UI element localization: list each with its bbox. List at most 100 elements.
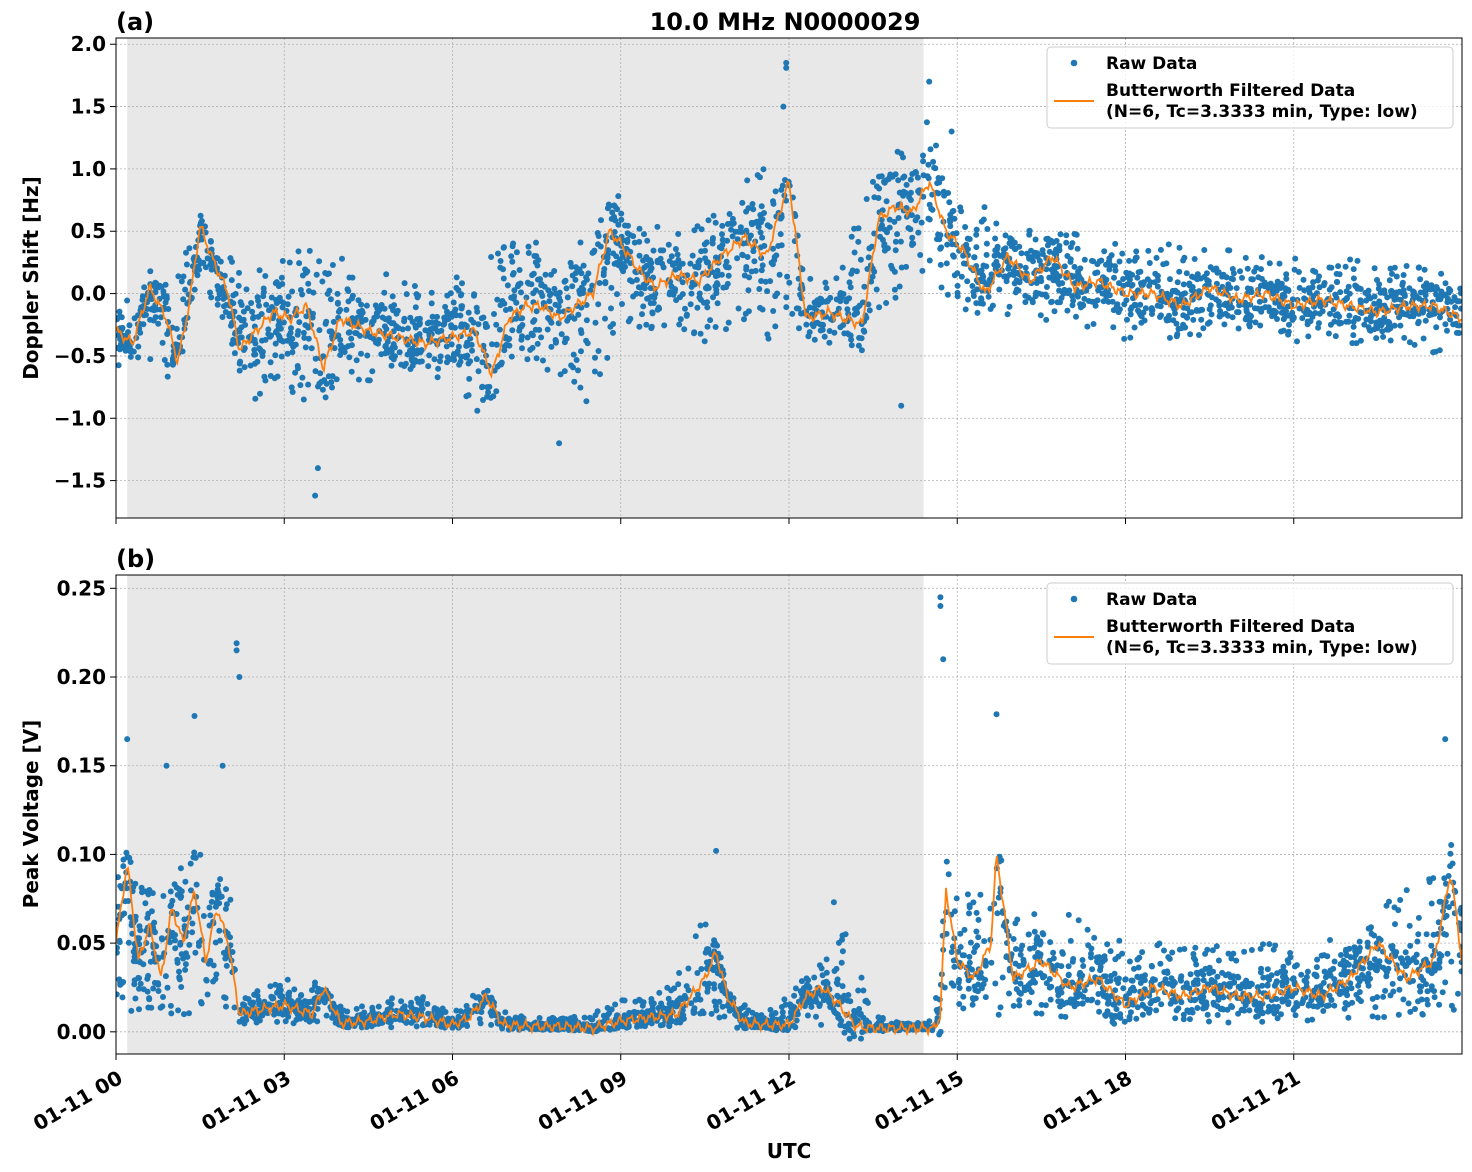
panel-a-raw-point [759,234,766,241]
panel-a-raw-point [1123,297,1130,304]
panel-a-raw-point [1436,347,1443,354]
panel-b-raw-point [734,1024,741,1031]
panel-b-raw-point [851,1007,858,1014]
panel-a-raw-point [602,315,608,322]
panel-a-raw-point [806,329,813,336]
panel-a-raw-point [484,323,491,330]
panel-a-raw-point [1127,334,1134,341]
panel-a-raw-point [896,283,903,290]
panel-b-raw-point [1131,965,1137,972]
panel-b-raw-point [1395,907,1402,914]
panel-b-raw-point [1279,979,1286,986]
panel-a-raw-point [1112,267,1119,274]
panel-b-raw-point [123,885,130,892]
panel-b-raw-point [388,1001,395,1008]
panel-a-raw-point [273,296,279,303]
panel-b-raw-point [186,941,193,948]
panel-a-raw-point [988,274,995,281]
panel-a-raw-point [598,217,604,224]
panel-a-raw-point [1166,334,1173,341]
panel-a-raw-point [665,241,672,248]
panel-a-raw-point [1350,323,1357,330]
panel-b-raw-point [664,984,671,991]
panel-a-raw-point [608,284,615,291]
panel-b-raw-point [162,973,169,980]
panel-b-raw-point [1327,937,1333,943]
panel-a-raw-point [1053,237,1060,244]
panel-a-raw-point [1406,339,1413,346]
panel-a-raw-point [786,279,793,286]
panel-a-raw-point [416,331,423,338]
panel-a-raw-point [1327,321,1334,328]
panel-a-raw-point [418,358,425,365]
panel-a-raw-point [846,295,853,302]
panel-b-raw-point [1115,953,1122,960]
panel-a-raw-point [1221,321,1228,328]
panel-a-raw-point [1043,284,1050,290]
panel-a-raw-point [1154,273,1161,279]
panel-a-raw-point [1249,276,1256,283]
panel-a-raw-point [876,304,883,311]
panel-b-raw-point [132,995,139,1002]
panel-a-raw-point [310,289,317,296]
panel-a-raw-point [443,343,450,350]
panel-a-raw-point [855,238,862,245]
panel-a-raw-point [1176,244,1183,251]
panel-a-raw-point [523,294,530,301]
panel-a-raw-point [925,161,932,168]
panel-a-raw-point [1356,285,1363,292]
panel-a-raw-point [878,173,885,180]
panel-a-raw-point [1173,333,1180,340]
panel-a-raw-point [469,347,475,354]
panel-a-raw-point [803,321,810,328]
panel-a-raw-point [1316,310,1323,317]
panel-a-raw-point [328,379,335,386]
panel-a-raw-point [401,280,408,287]
panel-b-raw-point [683,983,690,990]
panel-a-raw-point [127,353,134,360]
panel-b-raw-point [1172,1015,1179,1022]
panel-a-raw-point [493,321,500,328]
panel-a-raw-point [384,338,391,345]
panel-a-raw-point [919,267,926,274]
panel-b-raw-point [1120,985,1127,992]
panel-b-raw-point [1126,958,1133,965]
panel-b-raw-point [694,970,701,976]
panel-a-raw-point [1130,295,1136,302]
panel-b-raw-point [1214,1012,1221,1018]
panel-b-raw-point [676,970,683,976]
panel-a-raw-point [681,326,688,333]
panel-a-raw-point [857,256,864,263]
panel-a-raw-point [229,258,235,265]
panel-b-raw-point [1031,911,1038,918]
panel-b-raw-point [779,1009,786,1016]
panel-b-raw-point [177,865,184,872]
panel-a-raw-point [412,304,419,311]
panel-a-raw-point [1112,263,1118,270]
panel-a-ytick-label: −1.0 [54,406,106,430]
panel-b-raw-point [961,926,968,933]
panel-a-raw-point [589,282,596,289]
panel-a-raw-point [903,263,910,270]
panel-a-raw-point [256,345,263,352]
panel-a-raw-point [175,273,182,280]
panel-a-raw-point [930,158,937,165]
panel-a-raw-point [1025,294,1032,301]
panel-b-raw-point [1353,951,1359,958]
panel-b-raw-point [1389,980,1396,987]
panel-b-raw-point [1371,932,1378,939]
panel-a-raw-point [666,258,673,265]
panel-b-raw-point [136,985,142,992]
panel-a-raw-point [345,288,352,294]
panel-b-raw-point [648,996,655,1002]
panel-a-raw-point [428,289,435,296]
panel-a-raw-point [139,293,146,300]
panel-a-raw-point [1453,320,1460,327]
panel-a-raw-point [835,305,842,312]
panel-a-raw-point [428,319,435,326]
panel-b-raw-point [1063,999,1070,1006]
panel-b-raw-point [1021,984,1028,991]
panel-b-raw-point [389,995,395,1002]
panel-a-raw-point [750,206,757,213]
panel-a-raw-point [471,292,477,299]
